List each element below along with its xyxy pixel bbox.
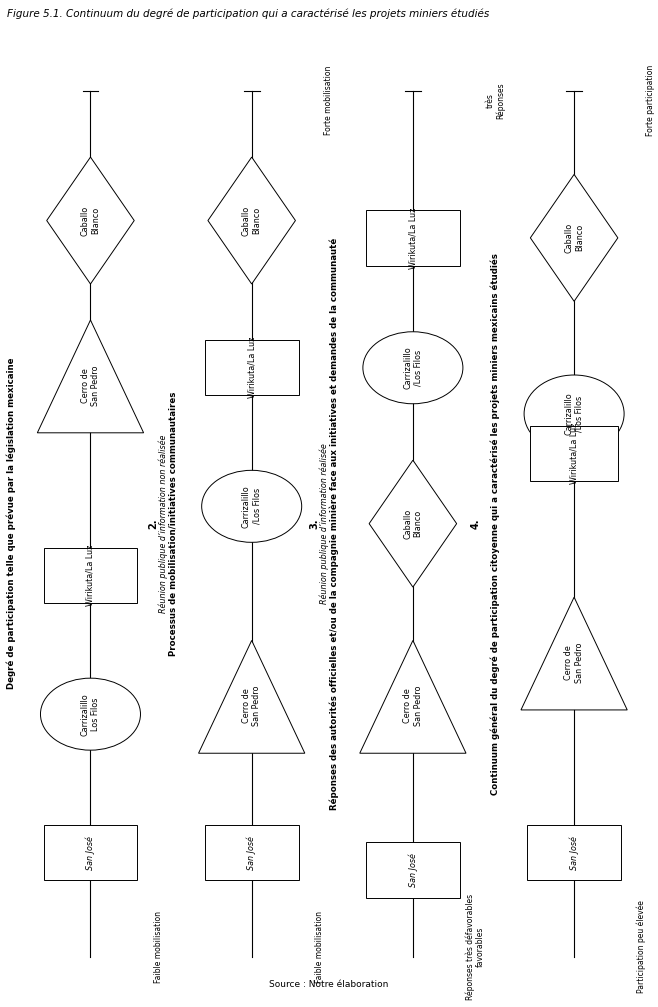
Text: Réunion publique d’information non réalisée: Réunion publique d’information non réali… xyxy=(158,434,168,613)
Polygon shape xyxy=(521,597,627,710)
Text: 3.: 3. xyxy=(309,519,319,529)
Text: San José: San José xyxy=(569,836,579,870)
Text: Faible mobilisation: Faible mobilisation xyxy=(154,910,163,983)
Text: San José: San José xyxy=(247,836,257,870)
Text: Continuum général du degré de participation citoyenne qui a caractérisé les proj: Continuum général du degré de participat… xyxy=(490,253,500,795)
Text: Caballo
Blanco: Caballo Blanco xyxy=(242,205,261,236)
Text: Wirikuta/La Luz: Wirikuta/La Luz xyxy=(570,423,578,484)
Polygon shape xyxy=(38,320,143,433)
Text: Participation peu élevée: Participation peu élevée xyxy=(637,900,646,993)
Text: très
Réponses: très Réponses xyxy=(485,83,505,119)
Text: 2.: 2. xyxy=(148,519,158,529)
Text: Forte mobilisation: Forte mobilisation xyxy=(324,66,333,135)
Text: Caballo
Blanco: Caballo Blanco xyxy=(565,223,584,253)
FancyBboxPatch shape xyxy=(527,825,621,880)
FancyBboxPatch shape xyxy=(43,548,138,603)
Polygon shape xyxy=(208,157,295,284)
Ellipse shape xyxy=(363,331,463,404)
Text: Wirikuta/La Luz: Wirikuta/La Luz xyxy=(86,545,95,606)
Polygon shape xyxy=(47,157,134,284)
Text: Figure 5.1. Continuum du degré de participation qui a caractérisé les projets mi: Figure 5.1. Continuum du degré de partic… xyxy=(7,8,489,18)
Text: San José: San José xyxy=(408,853,418,887)
Text: Carrizalillo
Los Filos: Carrizalillo Los Filos xyxy=(81,693,100,735)
Text: Cerro de
San Pedro: Cerro de San Pedro xyxy=(242,686,261,726)
Text: Réunion publique d’information réalisée: Réunion publique d’information réalisée xyxy=(319,443,329,604)
Text: Degré de participation telle que prévue par la législation mexicaine: Degré de participation telle que prévue … xyxy=(7,357,16,690)
Text: 4.: 4. xyxy=(470,519,480,529)
FancyBboxPatch shape xyxy=(366,842,460,898)
Text: Faible mobilisation: Faible mobilisation xyxy=(315,910,324,983)
Text: Caballo
Blanco: Caballo Blanco xyxy=(81,205,100,236)
Text: Carrizalillo
/Los Filos: Carrizalillo /Los Filos xyxy=(565,393,584,435)
FancyBboxPatch shape xyxy=(205,825,299,880)
Text: Réponses très défavorables
favorables: Réponses très défavorables favorables xyxy=(465,893,485,1000)
Text: Cerro de
San Pedro: Cerro de San Pedro xyxy=(565,642,584,683)
Ellipse shape xyxy=(201,470,301,543)
Text: Forte participation: Forte participation xyxy=(646,65,655,136)
FancyBboxPatch shape xyxy=(205,340,299,396)
Polygon shape xyxy=(369,460,457,587)
Text: San José: San José xyxy=(86,836,95,870)
Text: Source : Notre élaboration: Source : Notre élaboration xyxy=(269,980,389,989)
Text: Caballo
Blanco: Caballo Blanco xyxy=(403,509,422,539)
Text: Cerro de
San Pedro: Cerro de San Pedro xyxy=(403,686,422,726)
Text: Wirikuta/La Luz: Wirikuta/La Luz xyxy=(409,207,417,269)
Polygon shape xyxy=(199,640,305,753)
Text: Wirikuta/La Luz: Wirikuta/La Luz xyxy=(247,337,256,399)
Text: Réponses des autorités officielles et/ou de la compagnie minière face aux initia: Réponses des autorités officielles et/ou… xyxy=(329,238,339,810)
FancyBboxPatch shape xyxy=(530,426,618,481)
Text: Carrizalillo
/Los Filos: Carrizalillo /Los Filos xyxy=(403,346,422,389)
Polygon shape xyxy=(360,640,466,753)
Ellipse shape xyxy=(524,375,624,452)
Text: Processus de mobilisation/initiatives communautaires: Processus de mobilisation/initiatives co… xyxy=(168,392,177,656)
Ellipse shape xyxy=(40,678,141,750)
Text: Cerro de
San Pedro: Cerro de San Pedro xyxy=(81,366,100,406)
Text: Carrizalillo
/Los Filos: Carrizalillo /Los Filos xyxy=(242,485,261,528)
FancyBboxPatch shape xyxy=(366,210,460,266)
FancyBboxPatch shape xyxy=(43,825,138,880)
Polygon shape xyxy=(530,174,618,301)
